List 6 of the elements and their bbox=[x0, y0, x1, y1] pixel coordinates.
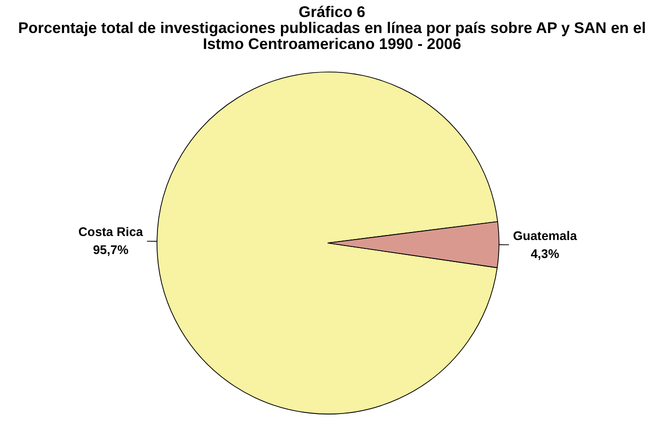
data-label: 95,7% bbox=[92, 243, 128, 258]
slice-label: Guatemala bbox=[512, 228, 578, 243]
chart-title: Gráfico 6 bbox=[298, 4, 366, 21]
data-label: 4,3% bbox=[530, 246, 560, 261]
chart-subtitle: Porcentaje total de investigaciones publicadas en línea por país sobre AP y SAN en el Istmo Centroamericano 1990 - 2006 bbox=[18, 20, 646, 53]
slice-label: Costa Rica bbox=[78, 225, 144, 240]
